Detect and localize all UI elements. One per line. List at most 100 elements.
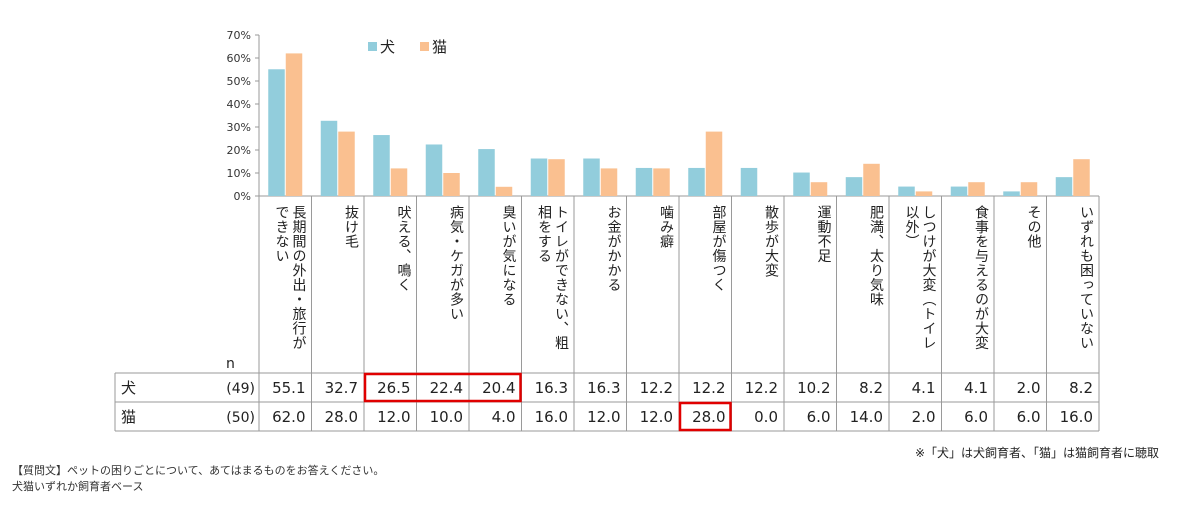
table-cell-value: 12.2 [640, 379, 673, 397]
row-header-cat: 猫 [121, 408, 136, 426]
table-cell-value: 10.2 [797, 379, 830, 397]
table-cell-value: 32.7 [325, 379, 358, 397]
category-label: 吠える、鳴く [396, 205, 412, 292]
bar-dog [1003, 191, 1020, 196]
table-cell-value: 6.0 [1017, 408, 1041, 426]
category-label: 散歩が大変 [763, 205, 779, 278]
table-cell-value: 12.0 [377, 408, 410, 426]
legend-swatch [368, 42, 377, 51]
row-n-dog: (49) [226, 381, 255, 397]
bar-dog [373, 135, 390, 196]
table-cell-value: 28.0 [325, 408, 358, 426]
bar-dog [583, 158, 600, 196]
bar-cat [1073, 159, 1090, 196]
bar-dog [478, 149, 495, 196]
y-tick-label: 50% [227, 75, 251, 88]
bar-cat [548, 159, 565, 196]
table-cell-value: 12.0 [587, 408, 620, 426]
bar-dog [635, 167, 653, 196]
note-respondents: ※「犬」は犬飼育者、「猫」は猫飼育者に聴取 [914, 446, 1159, 460]
y-tick-label: 60% [227, 52, 251, 65]
table-cell-value: 62.0 [272, 408, 305, 426]
category-label: いずれも困っていない [1078, 205, 1094, 350]
table-cell-value: 6.0 [807, 408, 831, 426]
table-cell-value: 16.0 [535, 408, 568, 426]
table-cell-value: 2.0 [1017, 379, 1041, 397]
bar-dog [845, 177, 863, 196]
bar-dog [1055, 177, 1073, 196]
table-cell-value: 26.5 [377, 379, 410, 397]
bar-cat [495, 186, 513, 196]
bar-cat [1020, 182, 1038, 196]
y-tick-label: 40% [227, 98, 251, 111]
table-cell-value: 0.0 [754, 408, 778, 426]
legend-label: 猫 [432, 38, 447, 56]
category-label: 以外） [904, 205, 920, 249]
highlight-box [678, 401, 732, 432]
bar-cat [443, 173, 460, 196]
row-header-dog: 犬 [121, 379, 136, 397]
table-cell-value: 10.0 [430, 408, 463, 426]
table-cell-value: 55.1 [272, 379, 305, 397]
y-tick-label: 10% [227, 167, 251, 180]
bar-dog [793, 172, 810, 196]
bar-cat [390, 168, 408, 196]
bar-dog [320, 120, 338, 196]
row-n-cat: (50) [226, 410, 255, 426]
bar-dog [268, 69, 285, 196]
category-label: 病気・ケガが多い [448, 205, 464, 321]
legend: 犬猫 [368, 38, 447, 56]
category-label: 長期間の外出・旅行が [291, 205, 307, 350]
table-cell-value: 4.1 [964, 379, 988, 397]
table-cell-value: 16.3 [535, 379, 568, 397]
bar-cat [863, 163, 880, 196]
bar-cat [653, 168, 670, 196]
category-label: 肥満、太り気味 [868, 205, 884, 307]
table-cell-value: 2.0 [912, 408, 936, 426]
category-label: 部屋が傷つく [711, 205, 727, 292]
table-cell-value: 4.1 [912, 379, 936, 397]
table-cell-value: 12.2 [692, 379, 725, 397]
table-cell-value: 20.4 [482, 379, 515, 397]
table-cell-value: 12.2 [745, 379, 778, 397]
bar-dog [950, 186, 968, 196]
y-tick-label: 30% [227, 121, 251, 134]
category-label: トイレができない、粗 [553, 205, 569, 350]
note-base: 犬猫いずれか飼育者ベース [12, 480, 144, 493]
table-cell-value: 16.3 [587, 379, 620, 397]
category-label: 臭いが気になる [501, 205, 517, 307]
category-label: 運動不足 [816, 205, 832, 264]
bar-dog [740, 167, 758, 196]
legend-swatch [420, 42, 429, 51]
bar-cat [915, 191, 933, 196]
category-label: 噛み癖 [658, 205, 674, 249]
bar-cat [968, 182, 985, 196]
category-label: しつけが大変（トイレ [921, 205, 937, 350]
table-cell-value: 22.4 [430, 379, 463, 397]
bar-dog [898, 186, 915, 196]
bar-cat [285, 53, 303, 197]
legend-label: 犬 [380, 38, 395, 56]
table-cell-value: 8.2 [1069, 379, 1093, 397]
table-cell-value: 16.0 [1060, 408, 1093, 426]
highlight-box [363, 372, 522, 403]
bar-dog [688, 167, 705, 196]
table-cell-value: 28.0 [692, 408, 725, 426]
bar-cat [600, 168, 618, 196]
bar-dog [425, 144, 443, 196]
bar-cat [705, 131, 723, 196]
table-cell-value: 14.0 [850, 408, 883, 426]
category-label: その他 [1026, 205, 1042, 249]
bar-cat [810, 182, 828, 196]
category-label: 抜け毛 [343, 205, 359, 249]
y-tick-label: 20% [227, 144, 251, 157]
bar-cat [338, 131, 355, 196]
category-label: 食事を与えるのが大変 [973, 204, 989, 350]
bar-dog [530, 158, 548, 196]
table-cell-value: 4.0 [492, 408, 516, 426]
y-tick-label: 0% [234, 190, 251, 203]
table-cell-value: 12.0 [640, 408, 673, 426]
n-header: n [226, 356, 235, 372]
